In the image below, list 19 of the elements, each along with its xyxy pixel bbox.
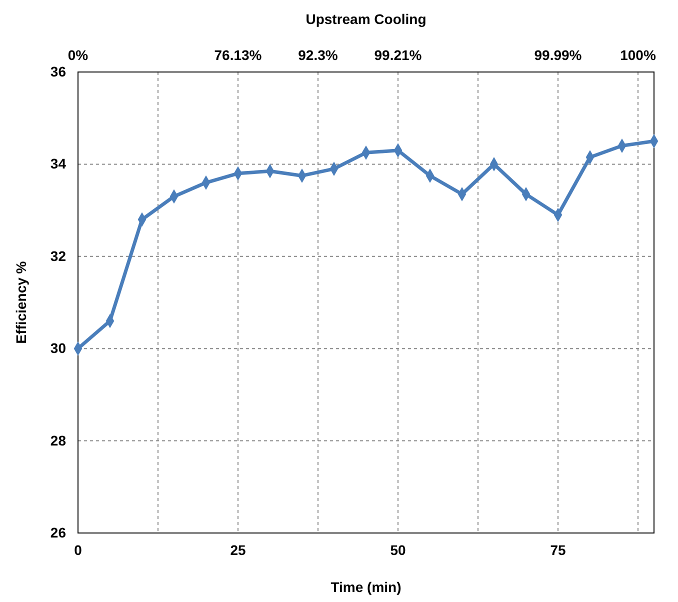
y-tick-label: 30 [50, 340, 66, 356]
x-tick-label: 50 [390, 542, 406, 558]
x-tick-label: 75 [550, 542, 566, 558]
x-tick-label: 0 [74, 542, 82, 558]
y-tick-label: 32 [50, 248, 66, 264]
text: 99.99% [534, 47, 582, 63]
x2-axis-title: Upstream Cooling [306, 11, 426, 27]
text: 0% [68, 47, 89, 63]
x-axis-title: Time (min) [330, 579, 402, 595]
y-tick-label: 28 [50, 432, 66, 448]
text: 99.21% [374, 47, 422, 63]
x-tick-label: 25 [230, 542, 246, 558]
text: 92.3% [298, 47, 338, 63]
text: 76.13% [214, 47, 262, 63]
y-tick-label: 34 [50, 156, 66, 172]
y-tick-label: 36 [50, 63, 66, 80]
text: 100% [620, 47, 656, 63]
y-tick-label: 26 [50, 524, 66, 540]
y-axis-title: Efficiency % [13, 260, 29, 344]
